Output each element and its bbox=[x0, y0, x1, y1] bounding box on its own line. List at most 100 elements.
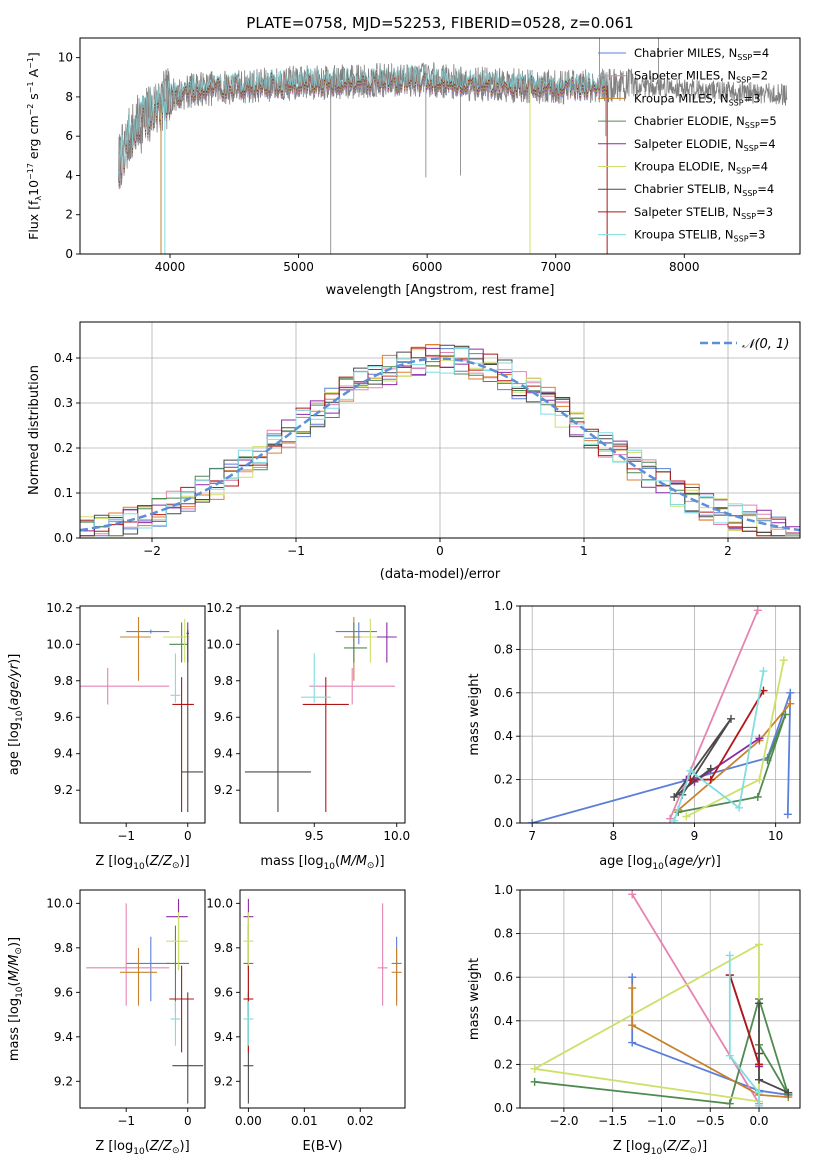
mass-weight-marker bbox=[530, 1077, 539, 1086]
mass-weight-ylabel: mass weight bbox=[467, 673, 482, 755]
spectrum-ylabel-part: −2 bbox=[26, 104, 35, 116]
mass-weight-marker bbox=[706, 775, 715, 784]
residuals-ytick-label: 0.3 bbox=[54, 396, 73, 410]
mass-z-xtick-label: 0 bbox=[184, 1114, 192, 1128]
age-mass-xlabel-part: M/M bbox=[340, 854, 367, 869]
spectrum-ylabel-part: −1 bbox=[26, 57, 35, 69]
mass-z-xlabel-part: ( bbox=[145, 1139, 150, 1154]
spectrum-legend-label: Salpeter STELIB, NSSP=3 bbox=[634, 205, 773, 221]
residuals-ytick-label: 0.4 bbox=[54, 351, 73, 365]
age-mass-ytick-label: 9.4 bbox=[214, 747, 233, 761]
mass-weight-marker bbox=[755, 1088, 764, 1097]
mass-weight-line bbox=[678, 714, 787, 813]
spectrum-ylabel-part: Flux [f bbox=[26, 200, 41, 240]
mass-weight-line bbox=[531, 692, 792, 823]
spectrum-legend-eq: = bbox=[757, 182, 767, 196]
residuals-xtick-label: −2 bbox=[143, 544, 161, 558]
mass-z-border bbox=[79, 889, 206, 1109]
mass-weight-marker bbox=[783, 810, 792, 819]
spectrum-legend-eq: = bbox=[756, 205, 766, 219]
spectrum-xtick-label: 5000 bbox=[283, 260, 314, 274]
mass-ebv-ytick-label: 9.6 bbox=[214, 985, 233, 999]
spectrum-ylabel-part: 10 bbox=[26, 180, 41, 196]
mass-weight-marker bbox=[727, 714, 736, 723]
spectrum-legend-sep: , N bbox=[718, 228, 734, 242]
age-mass-ytick-label: 9.2 bbox=[214, 783, 233, 797]
spectrum-ylabel-part: −1 bbox=[26, 81, 35, 93]
age-z-xtick-label: −1 bbox=[117, 829, 135, 843]
age-mass-border bbox=[239, 605, 406, 824]
spectrum-xtick-label: 8000 bbox=[669, 260, 700, 274]
age-mass-xlabel-part: mass [log bbox=[260, 854, 323, 869]
mw-z-frame: −2.0 −1.5 −1.0 −0.5 0.0 0.0 0.2 0.4 0.6 0.8 1.0 Z [… bbox=[467, 883, 801, 1157]
residual-histogram bbox=[80, 348, 800, 537]
age-z-ylabel-part: age/yr bbox=[7, 662, 22, 705]
spectrum-ylabel-part: −17 bbox=[26, 163, 35, 180]
age-mass-xtick-label: 10.0 bbox=[383, 829, 410, 843]
mass-weight-marker bbox=[755, 775, 764, 784]
spectrum-legend-label: Kroupa MILES, NSSP=3 bbox=[634, 91, 761, 107]
mass-weight-line bbox=[728, 974, 760, 1065]
age-z-xlabel-part: ⊙ bbox=[172, 861, 180, 871]
spectrum-ytick-label: 6 bbox=[65, 129, 73, 143]
mass-z-xtick-label: −1 bbox=[117, 1114, 135, 1128]
age-z-frame: −1 09.29.49.69.810.010.2Z [log10(Z/Z⊙)]ag… bbox=[7, 601, 206, 872]
mw-z-xlabel-part: ( bbox=[662, 1139, 667, 1154]
age-z-ylabel-part: )] bbox=[7, 654, 22, 664]
mw-z-xlabel-part: ⊙ bbox=[689, 1146, 697, 1156]
mass-weight-ylabel: mass weight bbox=[467, 958, 482, 1040]
residuals-plot-area bbox=[80, 344, 800, 537]
spectrum-ylabel-part: ] bbox=[26, 52, 41, 57]
residuals-xtick-label: 1 bbox=[580, 544, 588, 558]
mw-age-xlabel-part: 10 bbox=[652, 862, 664, 872]
mass-z-ytick-label: 9.4 bbox=[54, 1030, 73, 1044]
spectrum-legend-label: Salpeter ELODIE, NSSP=4 bbox=[634, 137, 776, 153]
mass-weight-marker bbox=[755, 1075, 764, 1084]
spectrum-legend-label: Chabrier ELODIE, NSSP=5 bbox=[634, 114, 777, 130]
mw-z-xtick-label: −2.0 bbox=[549, 1114, 578, 1128]
age-z-ytick-label: 10.2 bbox=[46, 601, 73, 615]
spectrum-legend-sub: SSP bbox=[741, 212, 756, 221]
spectrum-legend-label: Kroupa STELIB, NSSP=3 bbox=[634, 228, 766, 244]
mass-z-ylabel-part: M/M bbox=[7, 955, 22, 982]
mass-weight-marker bbox=[755, 940, 764, 949]
spectrum-legend-sub: SSP bbox=[736, 167, 751, 176]
mass-weight-marker bbox=[706, 764, 715, 773]
mw-z-xlabel-part: Z/Z bbox=[666, 1139, 690, 1154]
spectrum-legend-nssp: 4 bbox=[761, 160, 768, 174]
mw-age-ytick-label: 0.2 bbox=[494, 773, 513, 787]
spectrum-legend-sub: SSP bbox=[742, 189, 757, 198]
mw-age-border bbox=[519, 605, 801, 824]
spectrum-legend-name: Kroupa STELIB bbox=[634, 228, 718, 242]
mass-weight-marker bbox=[753, 606, 762, 615]
mass-weight-marker bbox=[755, 734, 764, 743]
mass-weight-line bbox=[673, 718, 732, 798]
mass-weight-marker bbox=[755, 1060, 764, 1069]
mw-z-ytick-label: 0.8 bbox=[494, 927, 513, 941]
mass-weight-ylabel-wrap: mass weight bbox=[467, 673, 482, 755]
mass-weight-marker bbox=[628, 973, 637, 982]
mw-age-xtick-label: 8 bbox=[610, 829, 618, 843]
mass-z-xlabel-part: ⊙ bbox=[172, 1146, 180, 1156]
mw-z-xtick-label: −1.5 bbox=[598, 1114, 627, 1128]
spectrum-legend-nssp: 5 bbox=[769, 114, 776, 128]
age-mass-xlabel-part: ⊙ bbox=[367, 861, 375, 871]
mass-weight-marker bbox=[530, 1064, 539, 1073]
mass-ebv-axes: 0.00 0.01 0.02 9.2 9.4 9.6 9.8 10.0 E(B-V) bbox=[206, 889, 406, 1154]
mw-z-ytick-label: 0.2 bbox=[494, 1057, 513, 1071]
spectrum-legend-sep: , N bbox=[720, 69, 736, 83]
spectrum-legend-name: Kroupa MILES bbox=[634, 91, 713, 105]
residuals-axes: −2 −1 0 1 2 0.0 0.1 0.2 0.3 0.4 𝒩(0, 1) (data-model… bbox=[27, 321, 801, 582]
mw-z-ytick-label: 0.4 bbox=[494, 1014, 513, 1028]
residual-xlabel: (data-model)/error bbox=[380, 567, 501, 582]
mass-weight-marker bbox=[725, 1051, 734, 1060]
mass-weight-marker bbox=[779, 656, 788, 665]
residual-histogram bbox=[80, 347, 800, 537]
residuals-ytick-label: 0.1 bbox=[54, 486, 73, 500]
mass-weight-marker bbox=[784, 1088, 793, 1097]
mass-z-frame: −1 09.29.49.69.810.0Z [log10(Z/Z⊙)]mass [… bbox=[7, 889, 206, 1157]
spectrum-xtick-label: 7000 bbox=[540, 260, 571, 274]
spectrum-legend-eq: = bbox=[749, 228, 759, 242]
